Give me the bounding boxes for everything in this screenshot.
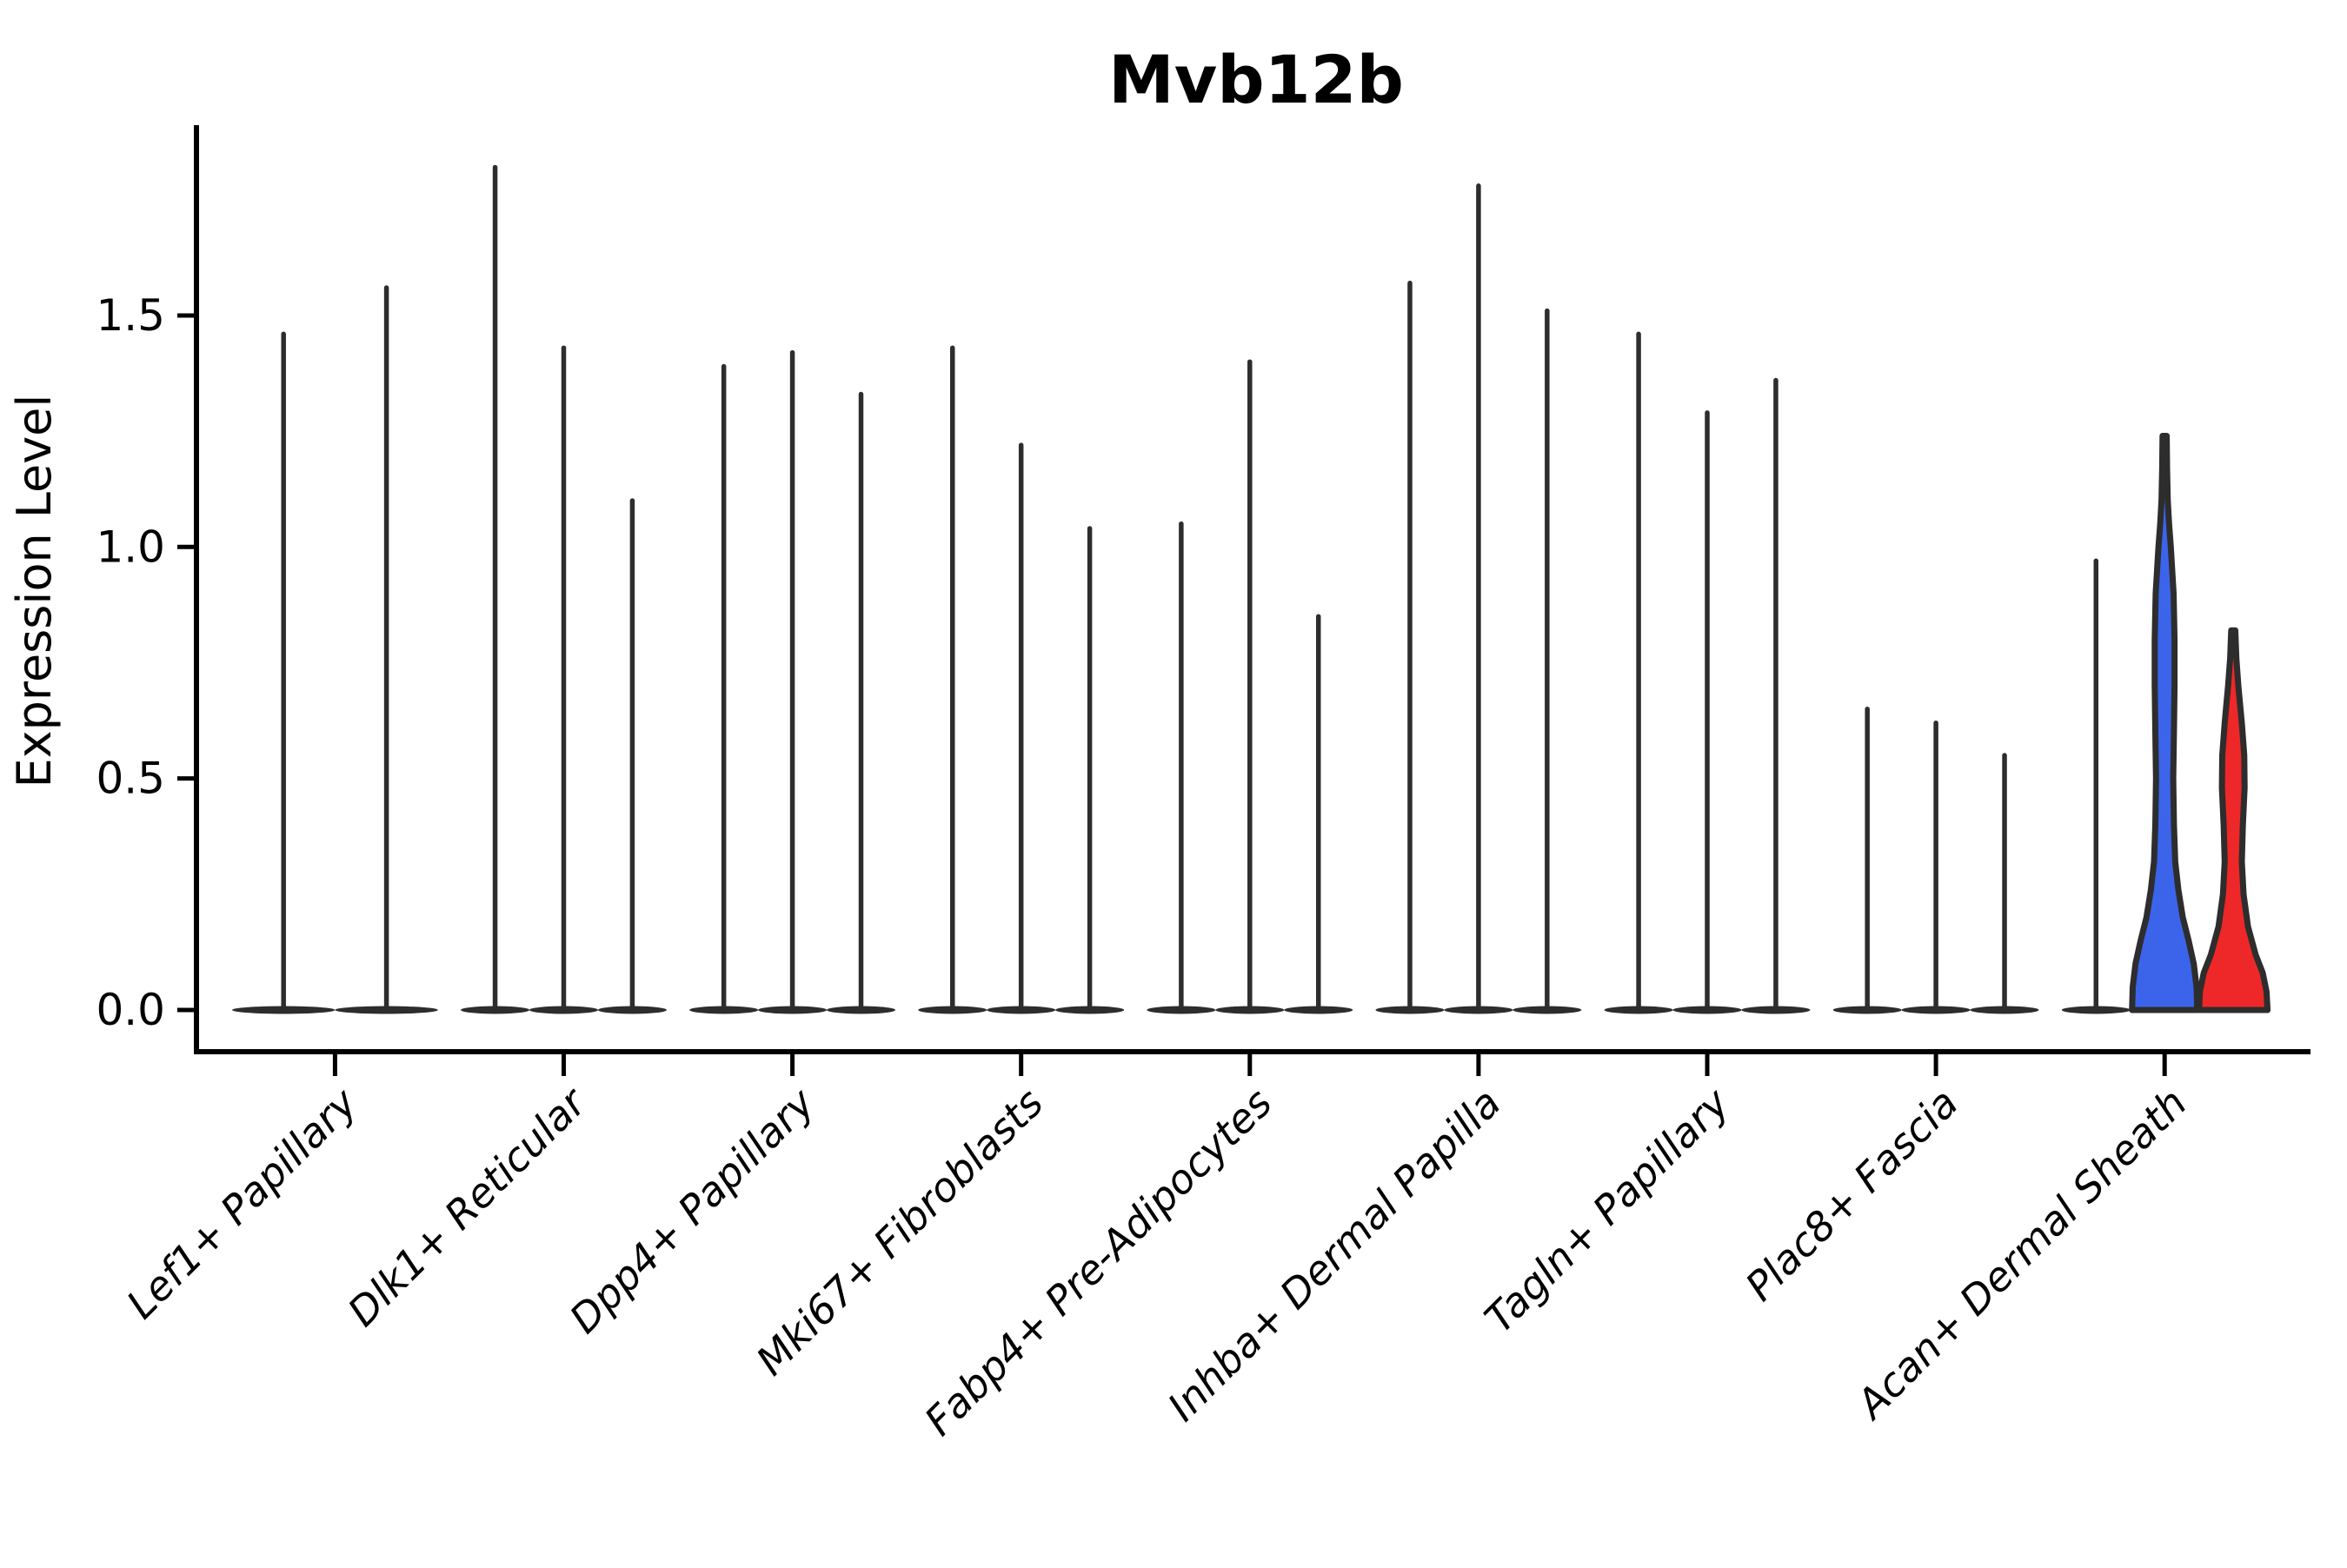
y-tick-label: 0.5: [96, 754, 165, 804]
x-tick-label: Dpp4+ Papillary: [561, 1079, 824, 1342]
violin-body-8-1: [2129, 433, 2201, 1013]
violin-layer: [232, 164, 2271, 1014]
y-tick-label: 1.0: [96, 522, 165, 572]
x-tick-label: Dlk1+ Reticular: [339, 1077, 597, 1335]
axes-layer: [177, 125, 2310, 1076]
y-axis-label: Expression Level: [7, 395, 62, 788]
x-tick-label: Lef1+ Papillary: [117, 1079, 366, 1327]
y-tick-label: 1.5: [96, 290, 165, 341]
violin-body-8-2: [2196, 627, 2271, 1013]
x-tick-label: Plac8+ Fascia: [1736, 1080, 1966, 1310]
chart-title: Mvb12b: [1108, 41, 1404, 118]
x-tick-label: Tagln+ Papillary: [1475, 1079, 1739, 1342]
y-tick-label: 0.0: [96, 985, 165, 1035]
